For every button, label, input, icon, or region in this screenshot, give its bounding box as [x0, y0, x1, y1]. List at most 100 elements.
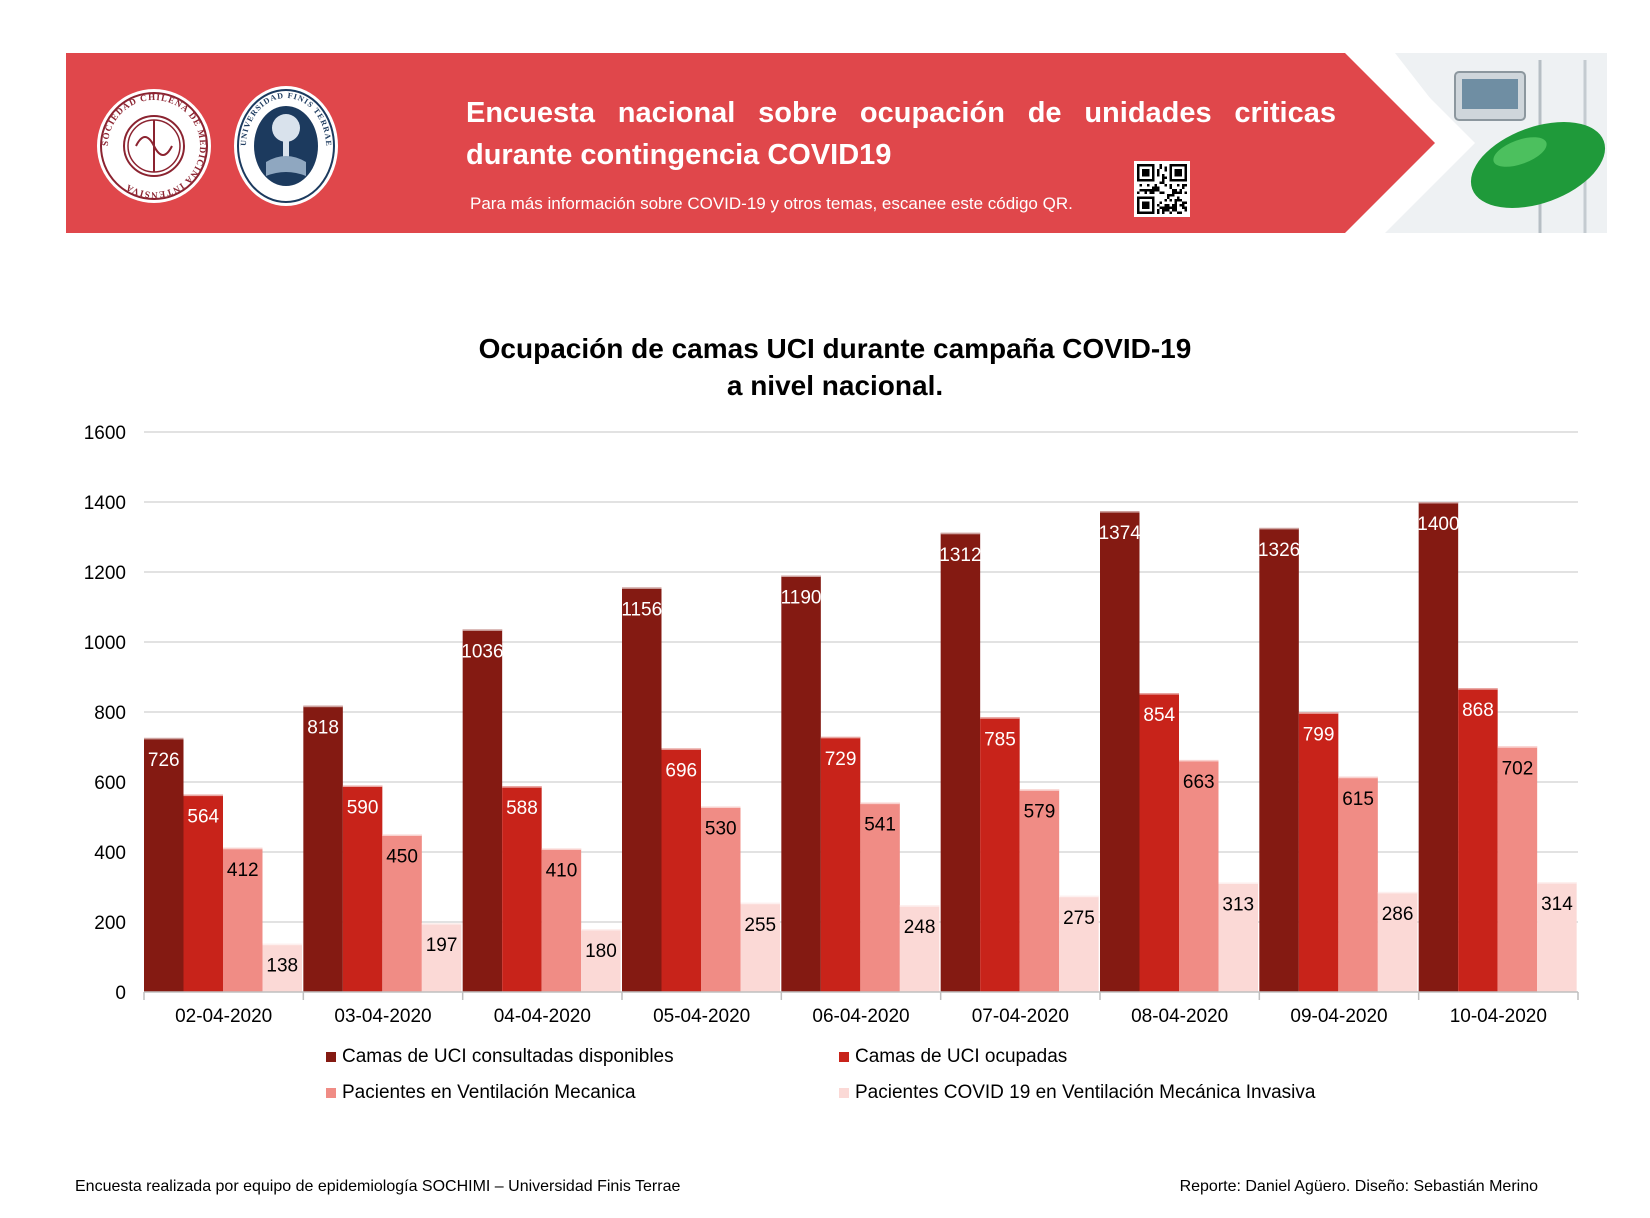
bar — [1218, 882, 1258, 992]
data-label: 1326 — [1258, 540, 1300, 561]
qr-code-icon — [1134, 161, 1190, 217]
y-tick-label: 0 — [115, 983, 126, 1004]
bar — [940, 532, 981, 992]
data-label: 1156 — [621, 599, 662, 620]
bar — [740, 902, 780, 992]
bar — [781, 575, 821, 992]
bar — [622, 587, 662, 992]
bar — [1458, 688, 1498, 992]
legend-item: Camas de UCI consultadas disponibles — [326, 1046, 674, 1068]
bar — [462, 629, 503, 992]
x-tick-label: 08-04-2020 — [1131, 1006, 1228, 1027]
banner-title: Encuesta nacional sobre ocupación de uni… — [466, 97, 1336, 171]
bar — [661, 748, 701, 992]
x-tick-label: 05-04-2020 — [653, 1006, 750, 1027]
y-tick-label: 1000 — [84, 633, 126, 654]
bar — [1100, 511, 1140, 992]
legend-label: Camas de UCI consultadas disponibles — [342, 1046, 674, 1067]
banner-chevron — [1352, 53, 1475, 233]
data-label: 1190 — [781, 588, 822, 609]
bar — [860, 802, 900, 992]
data-label: 313 — [1222, 894, 1254, 915]
bar — [1298, 712, 1339, 992]
x-tick-label: 07-04-2020 — [972, 1006, 1069, 1027]
legend-item: Camas de UCI ocupadas — [839, 1046, 1067, 1068]
legend-swatch — [839, 1088, 849, 1098]
bar — [701, 806, 741, 992]
bar — [1497, 746, 1538, 992]
y-tick-label: 1200 — [84, 563, 126, 584]
bar — [502, 786, 542, 992]
bar — [899, 905, 940, 992]
banner-background — [66, 53, 1435, 233]
legend-label: Pacientes COVID 19 en Ventilación Mecáni… — [855, 1082, 1316, 1103]
data-label: 590 — [347, 798, 379, 819]
data-label: 412 — [227, 860, 259, 881]
bar — [581, 929, 621, 992]
data-label: 248 — [904, 917, 936, 938]
data-label: 138 — [266, 956, 298, 977]
x-tick-label: 03-04-2020 — [334, 1006, 431, 1027]
data-label: 615 — [1342, 789, 1374, 810]
data-label: 1374 — [1099, 523, 1142, 544]
legend-label: Camas de UCI ocupadas — [855, 1046, 1068, 1067]
y-tick-label: 600 — [94, 773, 126, 794]
data-label: 588 — [506, 798, 538, 819]
bar — [1179, 759, 1219, 992]
data-label: 785 — [984, 729, 1016, 750]
bar — [421, 923, 462, 992]
chart-title-line1: Ocupación de camas UCI durante campaña C… — [478, 333, 1192, 364]
data-label: 663 — [1183, 772, 1215, 793]
y-tick-label: 400 — [94, 843, 126, 864]
data-label: 799 — [1303, 724, 1335, 745]
data-label: 541 — [864, 815, 896, 836]
data-label: 410 — [546, 861, 578, 882]
data-label: 180 — [585, 941, 617, 962]
bar — [303, 705, 343, 992]
data-label: 314 — [1541, 894, 1573, 915]
banner-subtitle: Para más información sobre COVID-19 y ot… — [470, 194, 1073, 213]
bar — [1139, 693, 1179, 992]
legend-swatch — [839, 1052, 849, 1062]
x-tick-label: 02-04-2020 — [175, 1006, 272, 1027]
legend-swatch — [326, 1052, 336, 1062]
finis-terrae-logo: UNIVERSIDAD FINIS TERRAE — [234, 86, 338, 206]
data-label: 854 — [1143, 705, 1175, 726]
data-label: 818 — [307, 718, 339, 739]
y-tick-label: 1400 — [84, 493, 126, 514]
bar — [820, 736, 861, 992]
y-tick-label: 1600 — [84, 423, 126, 444]
data-label: 1036 — [461, 641, 503, 662]
data-label: 726 — [148, 750, 180, 771]
bar — [262, 943, 302, 992]
data-label: 702 — [1502, 758, 1534, 779]
chart-title-line2: a nivel nacional. — [726, 370, 944, 401]
data-label: 1312 — [939, 545, 981, 566]
legend-label: Pacientes en Ventilación Mecanica — [342, 1082, 636, 1103]
footer-report: Reporte: Daniel Agüero. Diseño: Sebastiá… — [1179, 1178, 1538, 1195]
data-label: 197 — [426, 935, 458, 956]
x-tick-label: 04-04-2020 — [494, 1006, 591, 1027]
bar — [144, 737, 184, 992]
bar — [1537, 882, 1577, 992]
y-tick-label: 200 — [94, 913, 126, 934]
data-label: 729 — [825, 749, 857, 770]
bar — [980, 717, 1020, 992]
data-label: 286 — [1382, 904, 1414, 925]
x-tick-label: 10-04-2020 — [1450, 1006, 1547, 1027]
data-label: 696 — [665, 760, 697, 781]
data-label: 275 — [1063, 908, 1095, 929]
data-label: 1400 — [1417, 514, 1459, 535]
bar — [382, 834, 422, 992]
data-label: 450 — [386, 847, 418, 868]
data-label: 255 — [744, 915, 776, 936]
x-tick-label: 06-04-2020 — [812, 1006, 909, 1027]
footer-credit: Encuesta realizada por equipo de epidemi… — [75, 1178, 681, 1195]
bar — [342, 785, 383, 992]
legend-item: Pacientes en Ventilación Mecanica — [326, 1082, 636, 1104]
bar — [1019, 789, 1060, 992]
x-tick-label: 09-04-2020 — [1290, 1006, 1387, 1027]
data-label: 868 — [1462, 700, 1494, 721]
bar — [223, 847, 263, 992]
y-tick-label: 800 — [94, 703, 126, 724]
